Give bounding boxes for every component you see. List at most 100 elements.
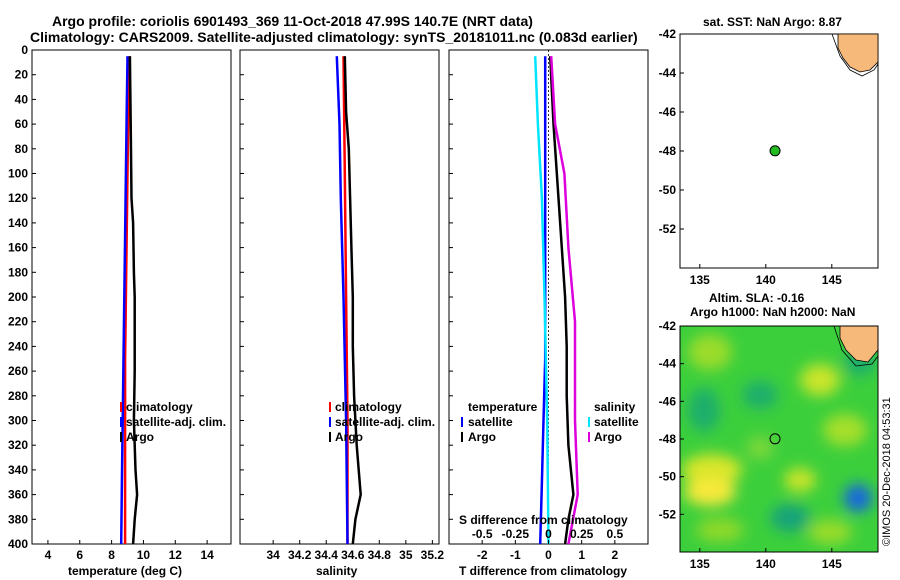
depth-tick-label: 400 [8,537,28,551]
lat-tick-label: -52 [659,222,677,236]
temperature-series-group [119,56,139,545]
lat-tick-label: -44 [659,357,677,371]
difference-legend-salinity: salinity satellite Argo [588,400,639,444]
depth-tick-label: 220 [8,315,28,329]
x-tick-label: 35.2 [421,548,445,562]
x-tick-label: 0 [545,548,552,562]
sla-map-x-axis: 135 140 145 [690,548,842,571]
series-line-argo [128,56,139,545]
lat-tick-label: -48 [659,144,677,158]
lon-tick-label: 140 [756,557,776,571]
salinity-difference-axis-label: S difference from climatology [459,513,628,527]
lon-tick-label: 135 [690,273,710,287]
legend-satellite-label: satellite [594,415,639,429]
x-tick-label: 34.4 [315,548,339,562]
depth-tick-label: 20 [15,68,29,82]
title-line-1: Argo profile: coriolis 6901493_369 11-Oc… [52,13,533,29]
legend-argo-label: Argo [594,430,622,444]
depth-tick-label: 200 [8,290,28,304]
depth-tick-label: 280 [8,389,28,403]
lat-tick-label: -50 [659,470,677,484]
x-tick-label: -2 [477,548,488,562]
lat-tick-label: -48 [659,432,677,446]
salinity-legend: climatology satellite-adj. clim. Argo [329,400,435,444]
series-line-temperature-argo [548,56,575,545]
lat-tick-label: -46 [659,105,677,119]
x-tick-label-salinity: 0 [545,527,552,541]
x-tick-label: 34.2 [288,548,312,562]
depth-tick-label: 140 [8,216,28,230]
x-tick-label: 6 [76,548,83,562]
x-tick-label: 14 [200,548,214,562]
depth-tick-label: 160 [8,241,28,255]
x-tick-label-salinity: -0.25 [502,527,530,541]
depth-tick-label: 80 [15,142,29,156]
depth-tick-label: 120 [8,191,28,205]
x-tick-label-salinity: 0.25 [570,527,594,541]
series-line-satellite-adj-clim- [335,56,349,545]
series-line-salinity-argo [549,56,579,545]
depth-tick-label: 180 [8,265,28,279]
salinity-series-group [335,56,362,545]
x-tick-label: 12 [169,548,183,562]
imos-watermark: ©IMOS 20-Dec-2018 04:53:31 [881,397,893,546]
sst-map-title: sat. SST: NaN Argo: 8.87 [703,15,842,29]
shelf-contour [831,34,878,77]
shelf-contour [833,326,878,367]
legend-satellite-label: satellite [468,415,513,429]
salinity-x-axis: 34 34.2 34.4 34.6 34.8 35 35.2 [266,540,444,562]
lon-tick-label: 135 [690,557,710,571]
x-tick-label: -1 [510,548,521,562]
x-tick-label: 1 [578,548,585,562]
series-line-argo [343,56,362,545]
depth-tick-label: 60 [15,117,29,131]
x-tick-label-salinity: 0.5 [606,527,623,541]
sla-blob [800,364,840,396]
sla-map-y-axis: -52 -50 -48 -46 -44 -42 [659,319,684,521]
lat-tick-label: -42 [659,319,677,333]
sla-map-title-1: Altim. SLA: -0.16 [709,291,805,305]
depth-tick-label: 320 [8,438,28,452]
legend-salinity-title: salinity [594,400,636,414]
depth-tick-label: 40 [15,92,29,106]
legend-temperature-title: temperature [468,400,538,414]
depth-axis: 0 20 40 60 80 100 120 140 160 180 200 220 240 260 280 3… [8,43,453,551]
legend-argo-label: Argo [126,430,154,444]
sst-map-x-axis: 135 140 145 [690,264,842,287]
tasmania-land [837,34,878,73]
difference-axis-label: T difference from climatology [459,564,627,578]
lat-tick-label: -50 [659,183,677,197]
argo-float-marker [769,145,781,157]
sla-blob [746,436,774,460]
x-tick-label: 8 [108,548,115,562]
depth-tick-label: 300 [8,414,28,428]
depth-tick-label: 100 [8,167,28,181]
sla-blob [688,388,720,432]
temperature-legend: climatology satellite-adj. clim. Argo [120,400,226,444]
salinity-axis-label: salinity [316,564,358,578]
legend-satellite-label: satellite-adj. clim. [126,415,226,429]
x-tick-label: 34 [266,548,280,562]
sla-blob [684,478,736,506]
x-tick-label: 2 [611,548,618,562]
sla-map-title-2: Argo h1000: NaN h2000: NaN [690,305,855,319]
sst-map-y-axis: -52 -50 -48 -46 -44 -42 [659,27,684,236]
sla-blob [844,484,872,512]
argo-float-marker [769,433,781,445]
x-tick-label: 34.8 [368,548,392,562]
title-line-2: Climatology: CARS2009. Satellite-adjuste… [30,29,638,45]
lon-tick-label: 145 [822,557,842,571]
sla-blob [696,518,744,542]
difference-series-group [533,56,579,545]
series-line-salinity-satellite [533,56,550,545]
lat-tick-label: -46 [659,394,677,408]
x-tick-label-salinity: -0.5 [472,527,493,541]
difference-x-axis-salinity: -0.5 -0.25 0 0.25 0.5 [472,527,624,541]
legend-argo-label: Argo [468,430,496,444]
x-tick-label: 34.6 [341,548,365,562]
x-tick-label: 4 [45,548,52,562]
sla-blob [688,334,732,370]
tasmania-land [839,326,878,363]
depth-tick-label: 340 [8,463,28,477]
